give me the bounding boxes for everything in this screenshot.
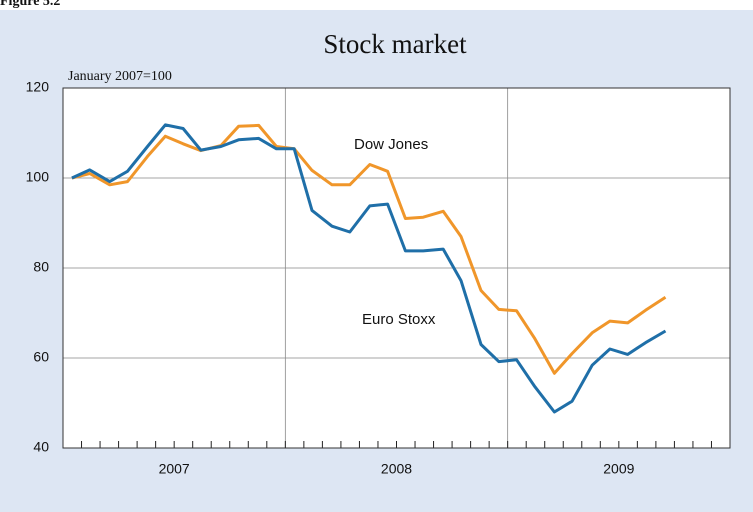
x-tick-label: 2007 <box>159 461 190 477</box>
y-tick-label: 40 <box>33 439 49 455</box>
figure-label: Figure 5.2 <box>0 0 60 9</box>
x-tick-label: 2009 <box>603 461 634 477</box>
chart-subtitle: January 2007=100 <box>68 69 172 84</box>
y-tick-label: 60 <box>33 349 49 365</box>
y-tick-label: 120 <box>26 79 50 95</box>
series-line <box>71 123 667 375</box>
y-tick-label: 100 <box>26 169 50 185</box>
series-label: Euro Stoxx <box>362 311 436 328</box>
plot-border <box>62 87 731 449</box>
x-tick-label: 2008 <box>381 461 412 477</box>
y-tick-label: 80 <box>33 259 49 275</box>
series-label: Dow Jones <box>354 136 428 153</box>
series-line <box>71 123 667 414</box>
chart-title: Stock market <box>323 29 467 59</box>
